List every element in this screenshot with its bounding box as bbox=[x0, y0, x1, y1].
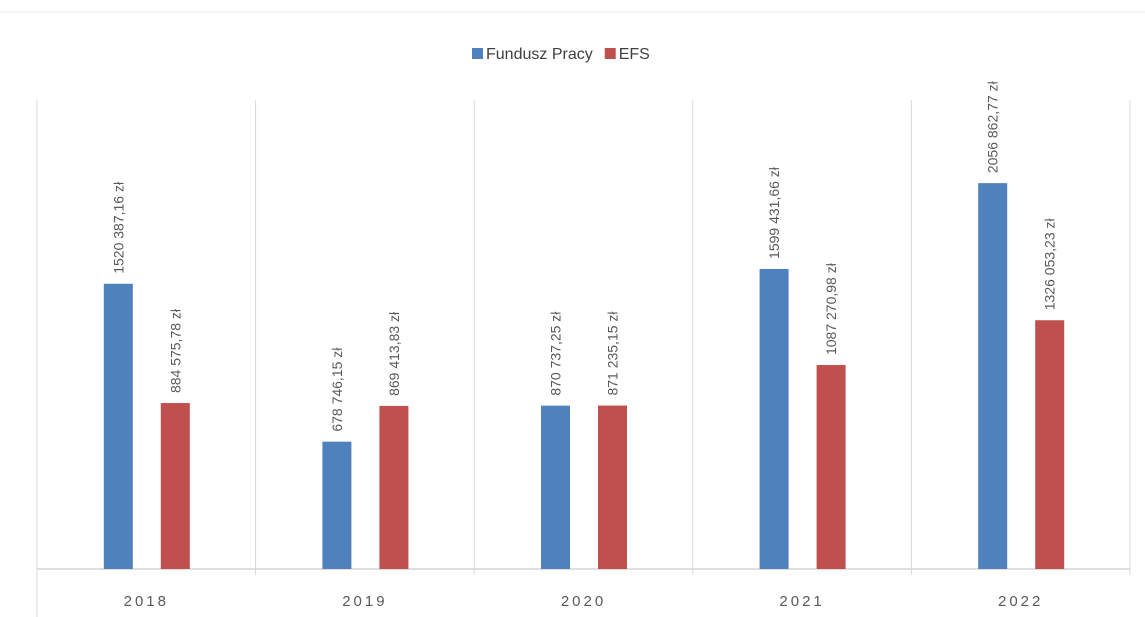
x-tick-label: 2021 bbox=[779, 593, 824, 610]
data-label: 1087 270,98 zł bbox=[823, 262, 839, 355]
bar bbox=[978, 183, 1008, 569]
data-label: 884 575,78 zł bbox=[167, 308, 183, 393]
data-label: 1520 387,16 zł bbox=[110, 181, 126, 274]
bar bbox=[103, 283, 133, 569]
bar bbox=[541, 405, 570, 569]
legend-label: Fundusz Pracy bbox=[486, 46, 593, 63]
data-label: 2056 862,77 zł bbox=[985, 80, 1001, 173]
x-tick-label: 2018 bbox=[124, 593, 169, 610]
legend-swatch bbox=[604, 48, 616, 59]
bar bbox=[759, 268, 789, 569]
legend-label: EFS bbox=[619, 46, 650, 63]
bar bbox=[379, 405, 409, 569]
data-label: 678 746,15 zł bbox=[329, 347, 345, 432]
bar bbox=[160, 403, 190, 569]
x-tick-label: 2022 bbox=[998, 593, 1043, 610]
data-label: 1599 431,66 zł bbox=[766, 166, 782, 259]
bar bbox=[1035, 320, 1065, 569]
data-label: 871 235,15 zł bbox=[605, 311, 621, 396]
data-label: 870 737,25 zł bbox=[548, 311, 564, 396]
bar bbox=[598, 405, 627, 569]
bar bbox=[322, 441, 352, 569]
x-tick-label: 2019 bbox=[342, 593, 387, 610]
bar bbox=[816, 365, 846, 569]
x-tick-label: 2020 bbox=[561, 593, 606, 610]
legend-swatch bbox=[472, 48, 483, 59]
data-label: 1326 053,23 zł bbox=[1042, 217, 1058, 310]
data-label: 869 413,83 zł bbox=[386, 311, 402, 396]
